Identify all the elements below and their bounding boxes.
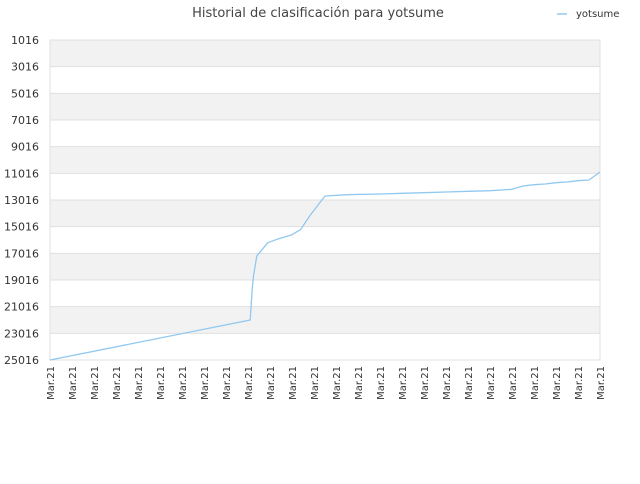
x-tick-label: Mar.21 xyxy=(222,366,233,400)
x-tick-label: Mar.21 xyxy=(90,366,101,400)
plot-bands xyxy=(50,40,600,334)
legend[interactable]: yotsume xyxy=(557,9,619,20)
y-tick-label: 3016 xyxy=(11,61,39,74)
x-tick-label: Mar.21 xyxy=(178,366,189,400)
x-tick-label: Mar.21 xyxy=(376,366,387,400)
y-tick-label: 17016 xyxy=(4,247,39,260)
x-tick-label: Mar.21 xyxy=(266,366,277,400)
y-tick-label: 1016 xyxy=(11,34,39,47)
y-axis-ticks: 1016 3016 5016 7016 9016 11016 13016 15016 17016… xyxy=(4,34,39,367)
x-tick-label: Mar.21 xyxy=(574,366,585,400)
plot-band xyxy=(50,93,600,120)
x-tick-label: Mar.21 xyxy=(508,366,519,400)
x-tick-label: Mar.21 xyxy=(596,366,607,400)
y-tick-label: 5016 xyxy=(11,87,39,100)
plot-band xyxy=(50,306,600,334)
x-tick-label: Mar.21 xyxy=(552,366,563,400)
plot-border xyxy=(49,39,601,361)
plot-band xyxy=(50,200,600,227)
x-tick-label: Mar.21 xyxy=(156,366,167,400)
y-tick-label: 25016 xyxy=(4,354,39,367)
x-tick-label: Mar.21 xyxy=(310,366,321,400)
series-line-yotsume xyxy=(49,171,601,361)
x-tick-label: Mar.21 xyxy=(112,366,123,400)
plot-band xyxy=(50,253,600,280)
legend-label: yotsume xyxy=(576,9,619,20)
x-tick-label: Mar.21 xyxy=(530,366,541,400)
series-layer xyxy=(49,171,601,361)
x-tick-label: Mar.21 xyxy=(134,366,145,400)
x-tick-label: Mar.21 xyxy=(332,366,343,400)
y-tick-label: 7016 xyxy=(11,114,39,127)
chart-title: Historial de clasificación para yotsume xyxy=(192,6,444,21)
plot-band xyxy=(50,40,600,67)
x-tick-label: Mar.21 xyxy=(486,366,497,400)
x-axis-ticks: Mar.21 Mar.21 Mar.21 Mar.21 Mar.21 Mar.21 Mar.… xyxy=(46,366,607,400)
y-tick-label: 13016 xyxy=(4,194,39,207)
plot-grid xyxy=(49,39,601,361)
y-tick-label: 19016 xyxy=(4,274,39,287)
y-tick-label: 23016 xyxy=(4,327,39,340)
x-tick-label: Mar.21 xyxy=(68,366,79,400)
plot-band xyxy=(50,146,600,174)
x-tick-label: Mar.21 xyxy=(354,366,365,400)
x-tick-label: Mar.21 xyxy=(288,366,299,400)
x-tick-label: Mar.21 xyxy=(420,366,431,400)
x-tick-label: Mar.21 xyxy=(464,366,475,400)
y-tick-label: 15016 xyxy=(4,221,39,234)
y-tick-label: 11016 xyxy=(4,167,39,180)
x-tick-label: Mar.21 xyxy=(244,366,255,400)
x-tick-label: Mar.21 xyxy=(442,366,453,400)
x-tick-label: Mar.21 xyxy=(46,366,57,400)
y-tick-label: 9016 xyxy=(11,141,39,154)
x-tick-label: Mar.21 xyxy=(200,366,211,400)
y-tick-label: 21016 xyxy=(4,301,39,314)
x-tick-label: Mar.21 xyxy=(398,366,409,400)
